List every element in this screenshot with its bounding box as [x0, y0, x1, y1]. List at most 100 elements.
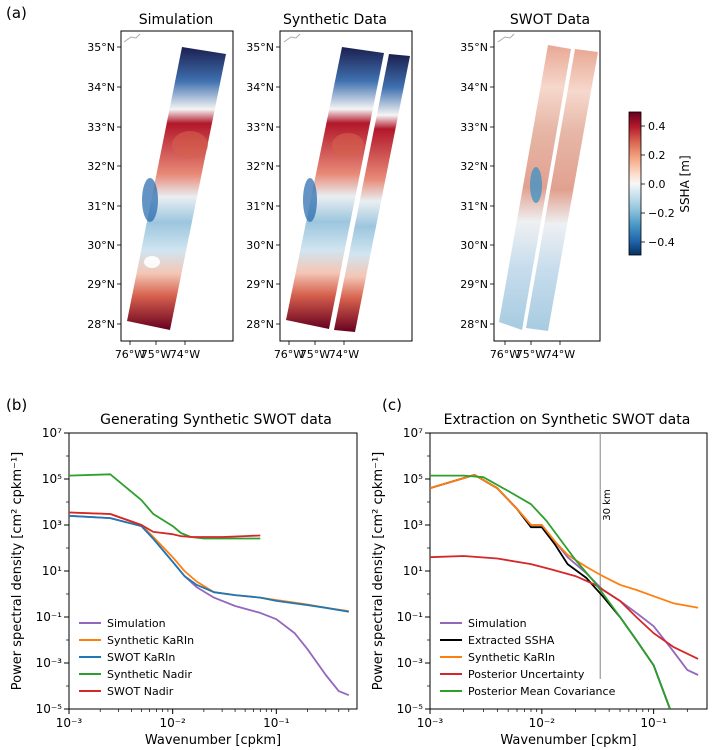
eddy — [530, 167, 542, 203]
eddy — [172, 131, 208, 159]
eddy — [142, 178, 158, 222]
lat-label: 29°N — [87, 278, 115, 291]
colorbar-gradient — [628, 111, 642, 256]
lat-label: 35°N — [87, 41, 115, 54]
map-simulation: Simulation — [120, 12, 234, 342]
lon-label: 76°W — [115, 348, 145, 361]
colorbar-tick-label: 0.0 — [648, 178, 666, 191]
plot-frame — [429, 432, 708, 710]
legend-label: Simulation — [107, 617, 166, 630]
lon-label: 75°W — [300, 348, 330, 361]
lat-label: 31°N — [87, 200, 115, 213]
chart-title-b: Generating Synthetic SWOT data — [100, 412, 332, 428]
swath-right — [526, 49, 598, 331]
colorbar-tick-label: 0.4 — [648, 120, 666, 133]
lat-label: 29°N — [460, 278, 488, 291]
lat-label: 28°N — [246, 318, 274, 331]
nadir-track — [330, 52, 387, 331]
x-tick-label: 10⁻¹ — [263, 716, 290, 730]
lat-label: 32°N — [87, 160, 115, 173]
legend-label: SWOT KaRIn — [107, 651, 175, 664]
y-tick-label: 10⁵ — [403, 472, 423, 486]
lon-label: 74°W — [545, 348, 575, 361]
legend-label: Extracted SSHA — [468, 634, 555, 647]
y-tick-label: 10⁵ — [42, 472, 62, 486]
y-tick-label: 10³ — [42, 518, 62, 532]
y-tick-label: 10⁻³ — [36, 656, 63, 670]
lat-label: 34°N — [460, 81, 488, 94]
panel-label-c: (c) — [382, 396, 402, 414]
eddy — [303, 178, 317, 222]
lon-label: 76°W — [490, 348, 520, 361]
series-group — [430, 473, 699, 709]
lat-label: 34°N — [87, 81, 115, 94]
colorbar-label: SSHA [m] — [678, 155, 692, 212]
lon-label: 74°W — [329, 348, 359, 361]
x-tick-label: 10⁻² — [159, 716, 186, 730]
lon-label: 75°W — [516, 348, 546, 361]
legend-label: Posterior Mean Covariance — [468, 685, 616, 698]
legend-label: Synthetic Nadir — [107, 668, 192, 681]
map-title: Synthetic Data — [283, 12, 387, 28]
colorbar-tick-label: −0.4 — [648, 236, 675, 249]
y-tick-label: 10⁻³ — [397, 656, 424, 670]
lat-label: 30°N — [87, 239, 115, 252]
reference-line-label: 30 km — [602, 489, 613, 520]
y-tick-label: 10⁻⁵ — [36, 702, 63, 716]
lat-label: 28°N — [87, 318, 115, 331]
y-tick-label: 10⁻¹ — [397, 610, 424, 624]
chart-generating: 10⁻³ 10⁻² 10⁻¹10⁷10⁵10³10¹10⁻¹10⁻³10⁻⁵Wave… — [10, 426, 358, 748]
y-tick-label: 10¹ — [403, 564, 423, 578]
series-line — [430, 474, 671, 709]
x-tick-label: 10⁻² — [529, 716, 556, 730]
chart-title-c: Extraction on Synthetic SWOT data — [444, 412, 691, 428]
lat-label: 35°N — [246, 41, 274, 54]
y-tick-label: 10⁷ — [42, 426, 62, 440]
eddy — [144, 256, 160, 268]
colorbar-tick-label: 0.2 — [648, 149, 666, 162]
y-tick-label: 10⁻⁵ — [397, 702, 424, 716]
panel-label-a: (a) — [6, 4, 27, 22]
legend-label: Synthetic KaRIn — [107, 634, 194, 647]
series-group — [69, 473, 350, 697]
lon-label: 74°W — [170, 348, 200, 361]
map-swot: SWOT Data — [493, 12, 601, 342]
lat-label: 32°N — [460, 160, 488, 173]
coastline — [123, 33, 141, 43]
colorbar-tick-label: −0.2 — [648, 207, 675, 220]
series-line — [69, 514, 349, 613]
x-tick-label: 10⁻³ — [56, 716, 83, 730]
panel-label-b: (b) — [6, 396, 27, 414]
y-axis-label: Power spectral density [cm² cpkm⁻¹] — [371, 452, 386, 691]
lat-label: 34°N — [246, 81, 274, 94]
x-axis-label: Wavenumber [cpkm] — [500, 733, 636, 748]
legend-label: Synthetic KaRIn — [468, 651, 555, 664]
lon-label: 75°W — [141, 348, 171, 361]
colorbar: 0.4 0.2 0.0 −0.2 −0.4 SSHA [m] — [628, 111, 692, 256]
series-line — [430, 555, 699, 660]
lat-label: 30°N — [246, 239, 274, 252]
lat-label: 28°N — [460, 318, 488, 331]
lat-label: 33°N — [87, 121, 115, 134]
coastline — [283, 33, 301, 43]
y-axis-label: Power spectral density [cm² cpkm⁻¹] — [10, 452, 25, 691]
y-tick-label: 10⁷ — [403, 426, 423, 440]
coastline — [497, 33, 515, 43]
lon-label: 76°W — [274, 348, 304, 361]
legend-label: Simulation — [468, 617, 527, 630]
chart-extraction: 10⁻³ 10⁻² 10⁻¹10⁷10⁵10³10¹10⁻¹10⁻³10⁻⁵Wave… — [371, 426, 708, 748]
lat-label: 33°N — [460, 121, 488, 134]
x-axis-label: Wavenumber [cpkm] — [145, 733, 281, 748]
map-title: SWOT Data — [510, 12, 590, 28]
map-synthetic: Synthetic Data — [279, 12, 413, 342]
y-tick-label: 10³ — [403, 518, 423, 532]
map-title: Simulation — [139, 12, 214, 28]
eddy — [332, 133, 364, 157]
y-tick-label: 10¹ — [42, 564, 62, 578]
x-tick-label: 10⁻³ — [417, 716, 444, 730]
y-tick-label: 10⁻¹ — [36, 610, 63, 624]
lat-label: 35°N — [460, 41, 488, 54]
series-line — [430, 473, 699, 609]
lat-label: 29°N — [246, 278, 274, 291]
